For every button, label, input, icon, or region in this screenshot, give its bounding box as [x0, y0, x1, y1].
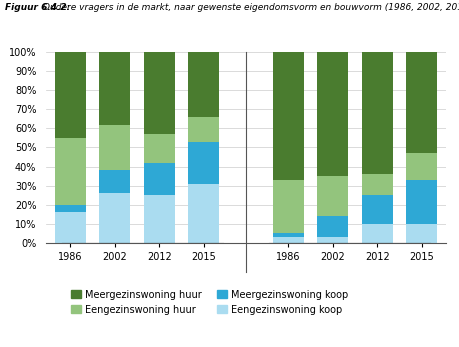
Bar [55, 205, 86, 212]
Bar [144, 163, 174, 195]
Bar [188, 52, 219, 117]
Bar [272, 234, 303, 237]
Bar [188, 117, 219, 142]
Bar [361, 224, 392, 243]
Bar [99, 125, 130, 170]
Bar [55, 138, 86, 205]
Bar [99, 170, 130, 193]
Legend: Meergezinswoning huur, Eengezinswoning huur, Meergezinswoning koop, Eengezinswon: Meergezinswoning huur, Eengezinswoning h… [71, 290, 348, 315]
Bar [272, 180, 303, 234]
Bar [317, 176, 347, 216]
Bar [405, 153, 437, 180]
Bar [144, 52, 174, 134]
Bar [144, 134, 174, 163]
Bar [272, 237, 303, 243]
Bar [188, 142, 219, 184]
Bar [361, 195, 392, 224]
Bar [317, 52, 347, 176]
Bar [405, 52, 437, 153]
Bar [361, 174, 392, 195]
Text: Oudere vragers in de markt, naar gewenste eigendomsvorm en bouwvorm (1986, 2002,: Oudere vragers in de markt, naar gewenst… [40, 3, 459, 12]
Bar [99, 52, 130, 125]
Bar [99, 193, 130, 243]
Bar [55, 52, 86, 138]
Bar [405, 180, 437, 224]
Bar [317, 237, 347, 243]
Bar [55, 212, 86, 243]
Text: Figuur 6.4.2:: Figuur 6.4.2: [5, 3, 70, 12]
Bar [361, 52, 392, 174]
Bar [188, 184, 219, 243]
Bar [272, 52, 303, 180]
Bar [405, 224, 437, 243]
Bar [317, 216, 347, 237]
Bar [144, 195, 174, 243]
